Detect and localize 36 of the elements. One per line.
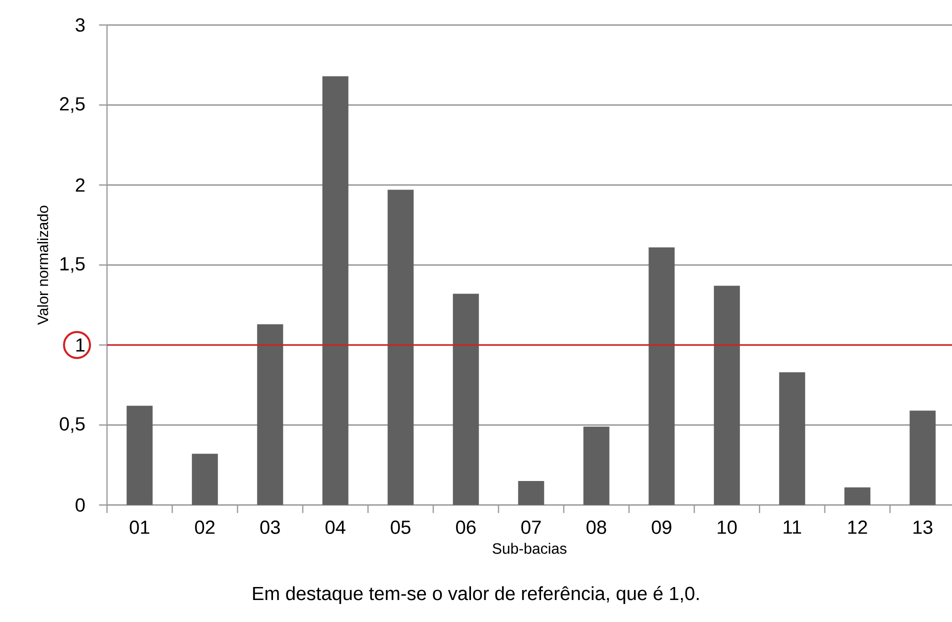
x-tick-label: 03 [260, 520, 280, 534]
x-tick-label: 09 [652, 520, 672, 534]
y-tick-label: 1,5 [60, 257, 85, 273]
bar [192, 454, 218, 505]
bar [126, 406, 153, 505]
y-tick-label: 0,5 [60, 417, 85, 433]
y-axis-title: Valor normalizado [37, 206, 48, 325]
x-tick-label: 06 [456, 520, 476, 534]
text: Em destaque tem-se o valor de referência, que é 1,0. [253, 586, 699, 604]
y-tick-label: 3 [76, 18, 85, 32]
x-tick-label: 05 [390, 520, 410, 534]
x-tick-label: 04 [326, 520, 346, 534]
bar [322, 76, 348, 505]
y-tick-label: 2 [76, 178, 85, 192]
bar [910, 410, 936, 505]
bar [714, 286, 740, 505]
x-tick-label: 02 [195, 520, 214, 534]
y-tick-label: 2,5 [60, 97, 85, 113]
x-tick-label: 12 [848, 520, 868, 534]
x-tick-label: 01 [130, 520, 150, 534]
x-tick-label: 08 [586, 520, 606, 534]
y-tick-label: 0 [76, 498, 85, 512]
x-tick-label: 07 [521, 520, 541, 534]
y-tick-label: 1 [76, 338, 85, 352]
x-tick-label: 13 [914, 520, 932, 534]
x-tick-label: 11 [784, 520, 802, 534]
bar [648, 247, 675, 505]
x-axis-title: Sub-bacias [492, 542, 566, 554]
bar [518, 481, 544, 505]
bar [779, 372, 806, 505]
x-tick-label: 10 [718, 520, 737, 534]
bar [388, 190, 414, 505]
bar [844, 487, 870, 505]
bar [583, 426, 610, 505]
bar [452, 294, 479, 505]
bar [257, 324, 284, 505]
